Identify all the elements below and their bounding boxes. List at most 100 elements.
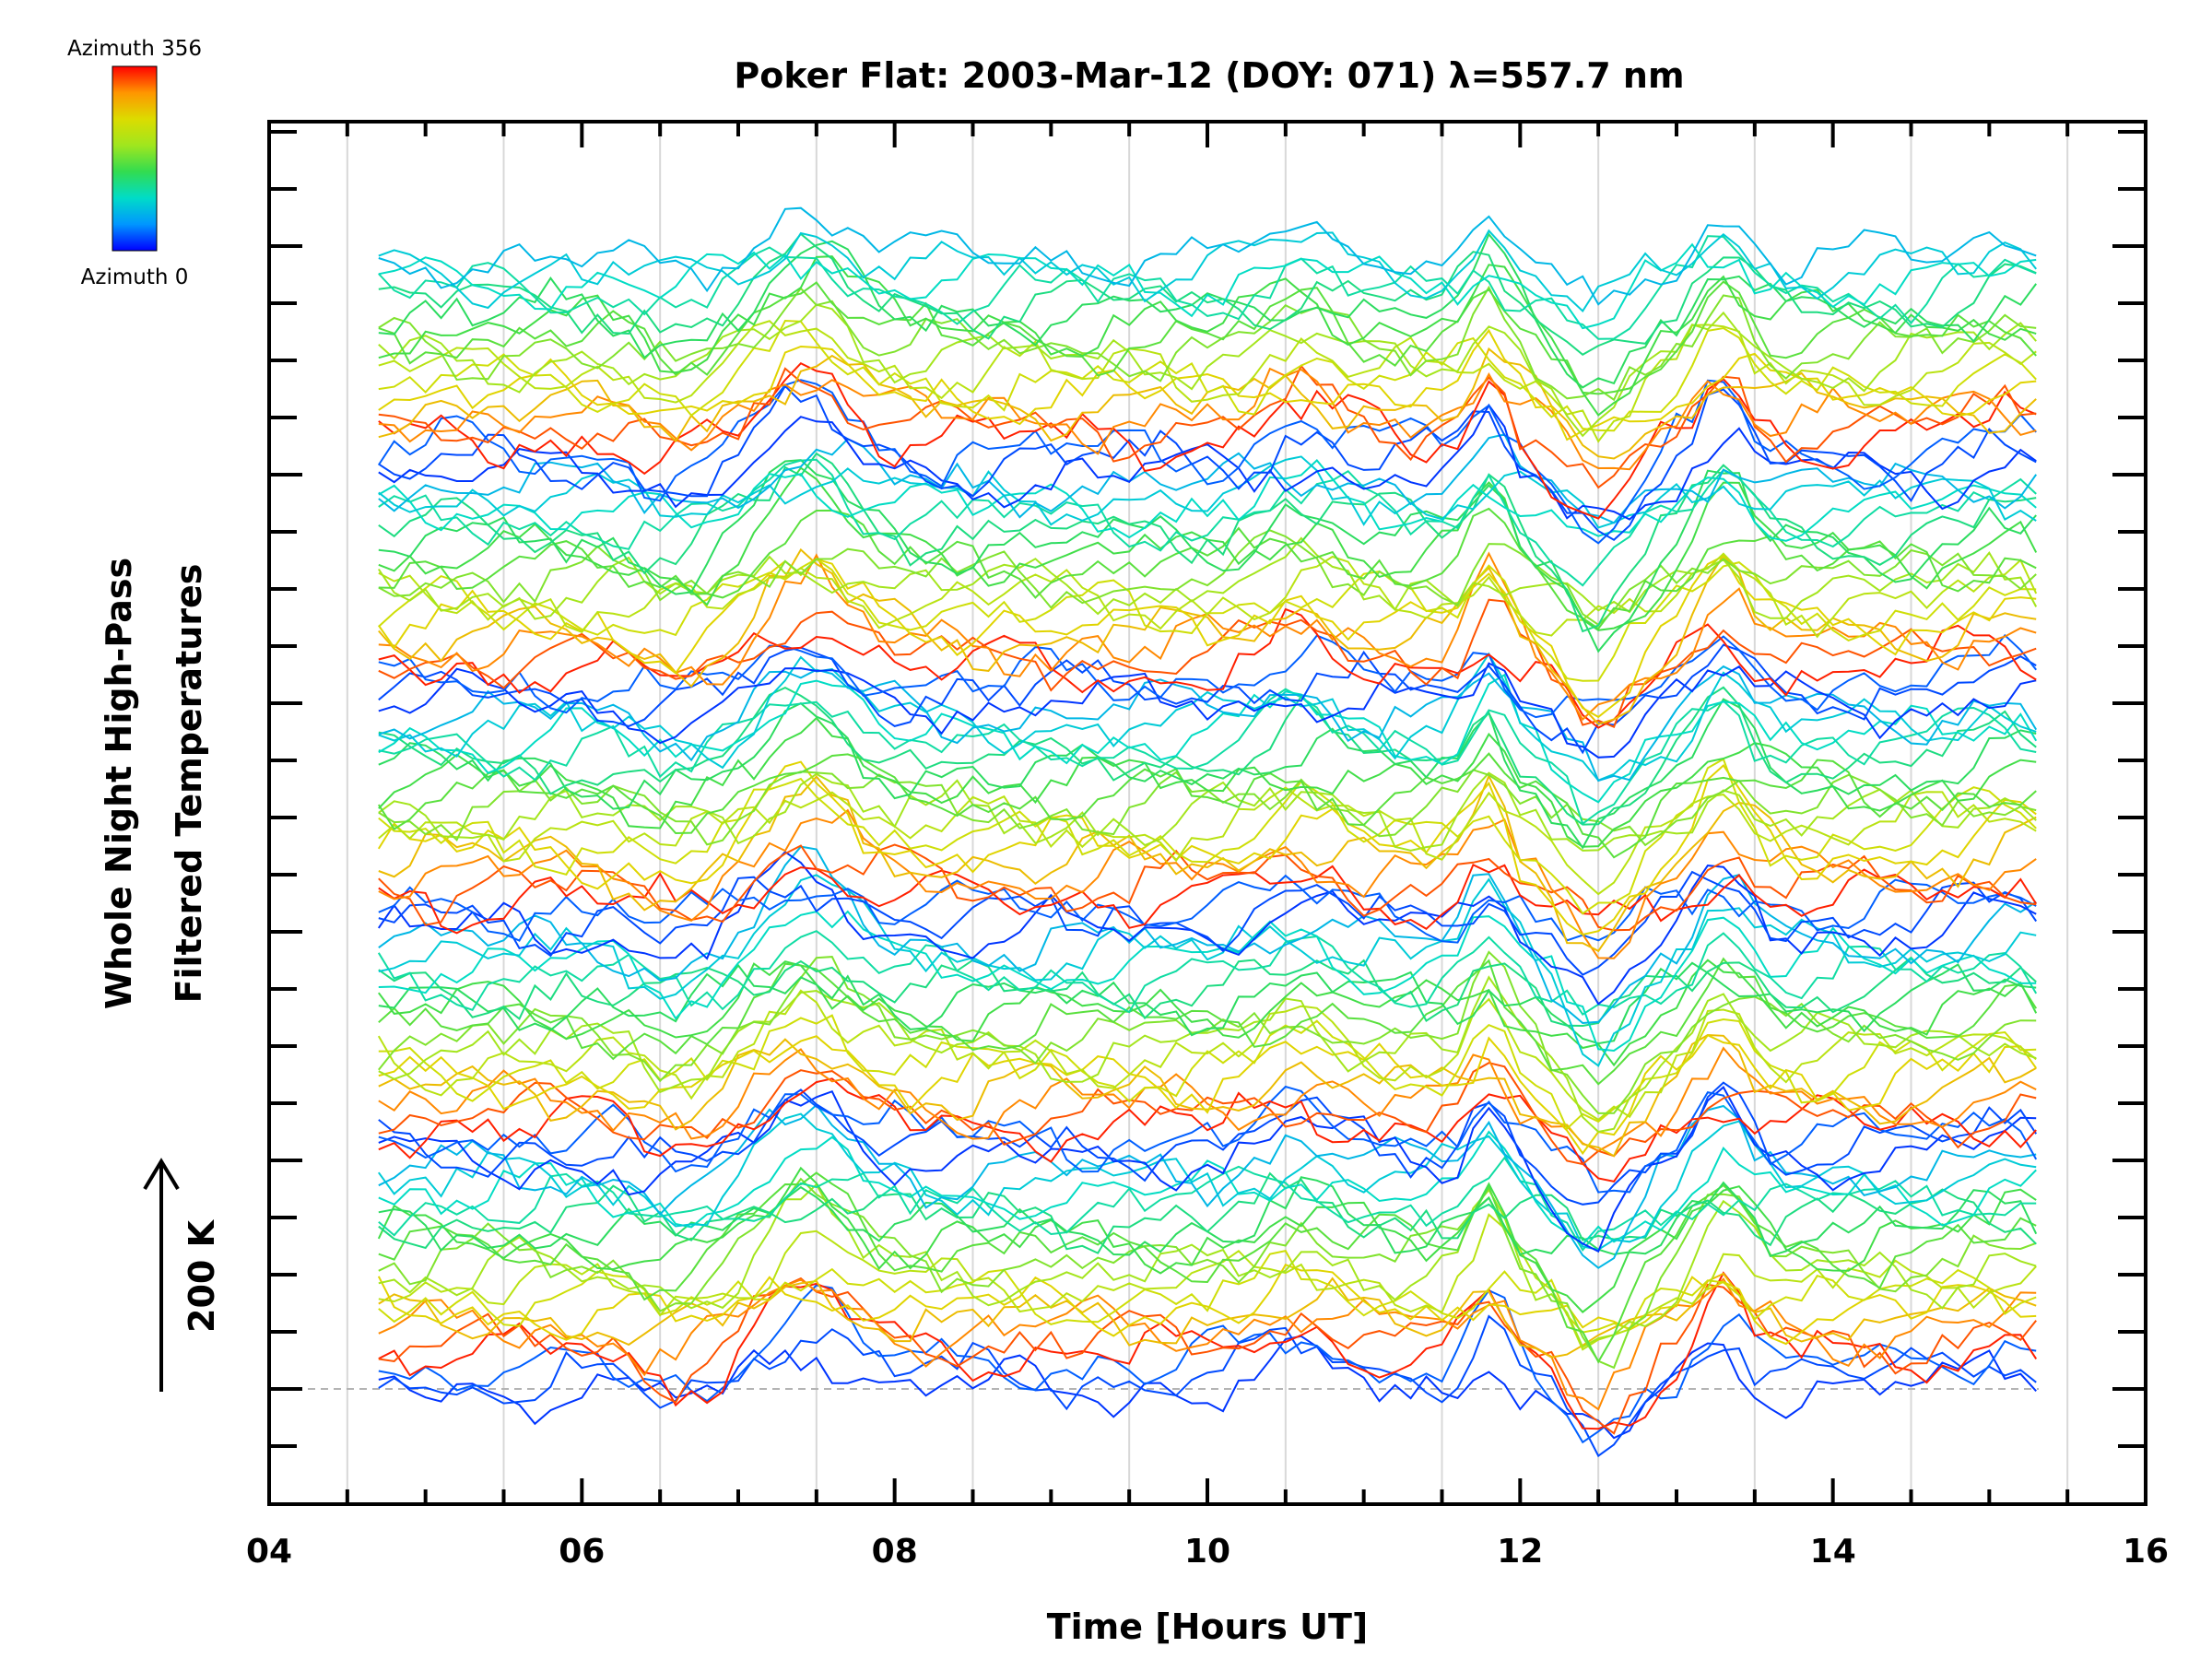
temperature-trace bbox=[377, 1263, 2037, 1346]
temperature-trace bbox=[378, 1277, 2037, 1411]
temperature-trace bbox=[378, 242, 2037, 330]
temperature-trace bbox=[378, 235, 2037, 340]
temperature-trace bbox=[378, 459, 2037, 542]
temperature-trace bbox=[378, 874, 2037, 1067]
temperature-trace bbox=[378, 1033, 2038, 1156]
colorbar-bottom-label: Azimuth 0 bbox=[81, 265, 189, 289]
azimuth-colorbar bbox=[112, 65, 158, 252]
temperature-trace bbox=[377, 989, 2037, 1122]
temperature-trace bbox=[378, 843, 2037, 932]
temperature-trace bbox=[378, 229, 2037, 313]
temperature-trace bbox=[378, 845, 2037, 1025]
temperature-trace bbox=[378, 1335, 2037, 1440]
x-tick-label: 10 bbox=[1184, 1533, 1230, 1571]
temperature-trace bbox=[378, 1284, 2037, 1444]
temperature-trace bbox=[378, 319, 2037, 432]
temperature-trace bbox=[378, 384, 2037, 542]
temperature-trace bbox=[378, 232, 2038, 389]
temperature-trace bbox=[378, 643, 2037, 755]
temperature-trace bbox=[378, 598, 2037, 729]
temperature-trace bbox=[378, 547, 2037, 725]
temperature-trace bbox=[378, 758, 2037, 915]
temperature-trace bbox=[378, 364, 2037, 489]
x-tick-labels: 04 06 08 10 12 14 16 bbox=[246, 1533, 2169, 1571]
temperature-trace bbox=[378, 255, 2037, 417]
temperature-trace bbox=[378, 961, 2037, 1045]
temperature-trace bbox=[378, 455, 2037, 529]
temperature-trace bbox=[378, 662, 2037, 759]
temperature-trace bbox=[378, 1277, 2037, 1435]
temperature-trace bbox=[378, 452, 2037, 633]
temperature-trace bbox=[378, 786, 2037, 896]
temperature-trace bbox=[378, 1272, 2037, 1359]
temperature-trace bbox=[378, 361, 2037, 520]
temperature-trace bbox=[377, 930, 2038, 1016]
scale-arrow bbox=[143, 1158, 180, 1392]
temperature-trace bbox=[378, 686, 2037, 826]
temperature-trace bbox=[378, 232, 2037, 357]
temperature-trace bbox=[378, 1062, 2037, 1166]
temperature-trace bbox=[378, 716, 2037, 848]
temperature-trace bbox=[378, 507, 2037, 630]
temperature-trace bbox=[378, 975, 2037, 1134]
temperature-trace bbox=[378, 458, 2037, 587]
temperature-trace bbox=[378, 607, 2037, 729]
x-tick-label: 12 bbox=[1497, 1533, 1543, 1571]
temperature-trace bbox=[378, 633, 2037, 719]
temperature-trace bbox=[378, 320, 2037, 443]
temperature-trace bbox=[378, 1314, 2037, 1458]
temperature-trace bbox=[377, 959, 2038, 1067]
temperature-trace bbox=[378, 1033, 2037, 1158]
temperature-trace bbox=[378, 870, 2038, 976]
temperature-trace bbox=[378, 874, 2037, 944]
temperature-trace bbox=[378, 529, 2037, 627]
temperature-trace bbox=[378, 1103, 2037, 1269]
temperature-trace bbox=[378, 698, 2037, 850]
y-axis-label-line1: Whole Night High-Pass bbox=[99, 558, 139, 1009]
temperature-trace bbox=[378, 1081, 2038, 1206]
temperature-trace bbox=[378, 206, 2037, 306]
temperature-trace bbox=[377, 379, 2037, 545]
temperature-trace bbox=[378, 910, 2037, 1053]
temperature-traces bbox=[377, 206, 2038, 1458]
colorbar-top-label: Azimuth 356 bbox=[67, 37, 202, 61]
temperature-trace bbox=[378, 1213, 2037, 1351]
scale-label: 200 K bbox=[182, 1218, 222, 1333]
x-tick-label: 06 bbox=[559, 1533, 605, 1571]
temperature-trace bbox=[378, 433, 2038, 524]
temperature-trace bbox=[378, 1077, 2037, 1183]
temperature-trace bbox=[377, 760, 2037, 936]
temperature-trace bbox=[378, 552, 2038, 639]
temperature-trace bbox=[377, 850, 2037, 1006]
temperature-trace bbox=[377, 1166, 2037, 1313]
temperature-trace bbox=[378, 688, 2037, 826]
x-tick-label: 08 bbox=[872, 1533, 918, 1571]
temperature-trace bbox=[378, 863, 2038, 935]
y-axis-ticks bbox=[269, 130, 2146, 1448]
temperature-trace bbox=[377, 752, 2037, 859]
temperature-trace bbox=[378, 956, 2037, 1028]
temperature-trace bbox=[378, 771, 2037, 852]
temperature-trace bbox=[378, 1249, 2037, 1334]
temperature-trace bbox=[378, 1156, 2037, 1252]
chart-title: Poker Flat: 2003-Mar-12 (DOY: 071) λ=557… bbox=[734, 55, 1684, 96]
temperature-trace bbox=[377, 554, 2037, 719]
temperature-trace bbox=[378, 950, 2037, 1114]
temperature-trace bbox=[378, 303, 2037, 438]
temperature-trace bbox=[378, 957, 2038, 1086]
temperature-trace bbox=[378, 773, 2037, 953]
temperature-trace bbox=[378, 1171, 2037, 1364]
temperature-trace bbox=[378, 1271, 2038, 1430]
temperature-trace bbox=[378, 1085, 2038, 1194]
y-axis-label-line2: Filtered Temperatures bbox=[169, 564, 209, 1004]
temperature-trace bbox=[378, 1130, 2037, 1246]
x-axis-ticks bbox=[267, 122, 2147, 1504]
x-axis-label: Time [Hours UT] bbox=[1047, 1606, 1369, 1647]
temperature-trace bbox=[378, 367, 2037, 471]
x-tick-label: 04 bbox=[246, 1533, 292, 1571]
temperature-trace bbox=[378, 558, 2037, 682]
temperature-trace bbox=[378, 328, 2037, 441]
plot-frame bbox=[267, 120, 2147, 1506]
x-tick-label: 14 bbox=[1810, 1533, 1856, 1571]
